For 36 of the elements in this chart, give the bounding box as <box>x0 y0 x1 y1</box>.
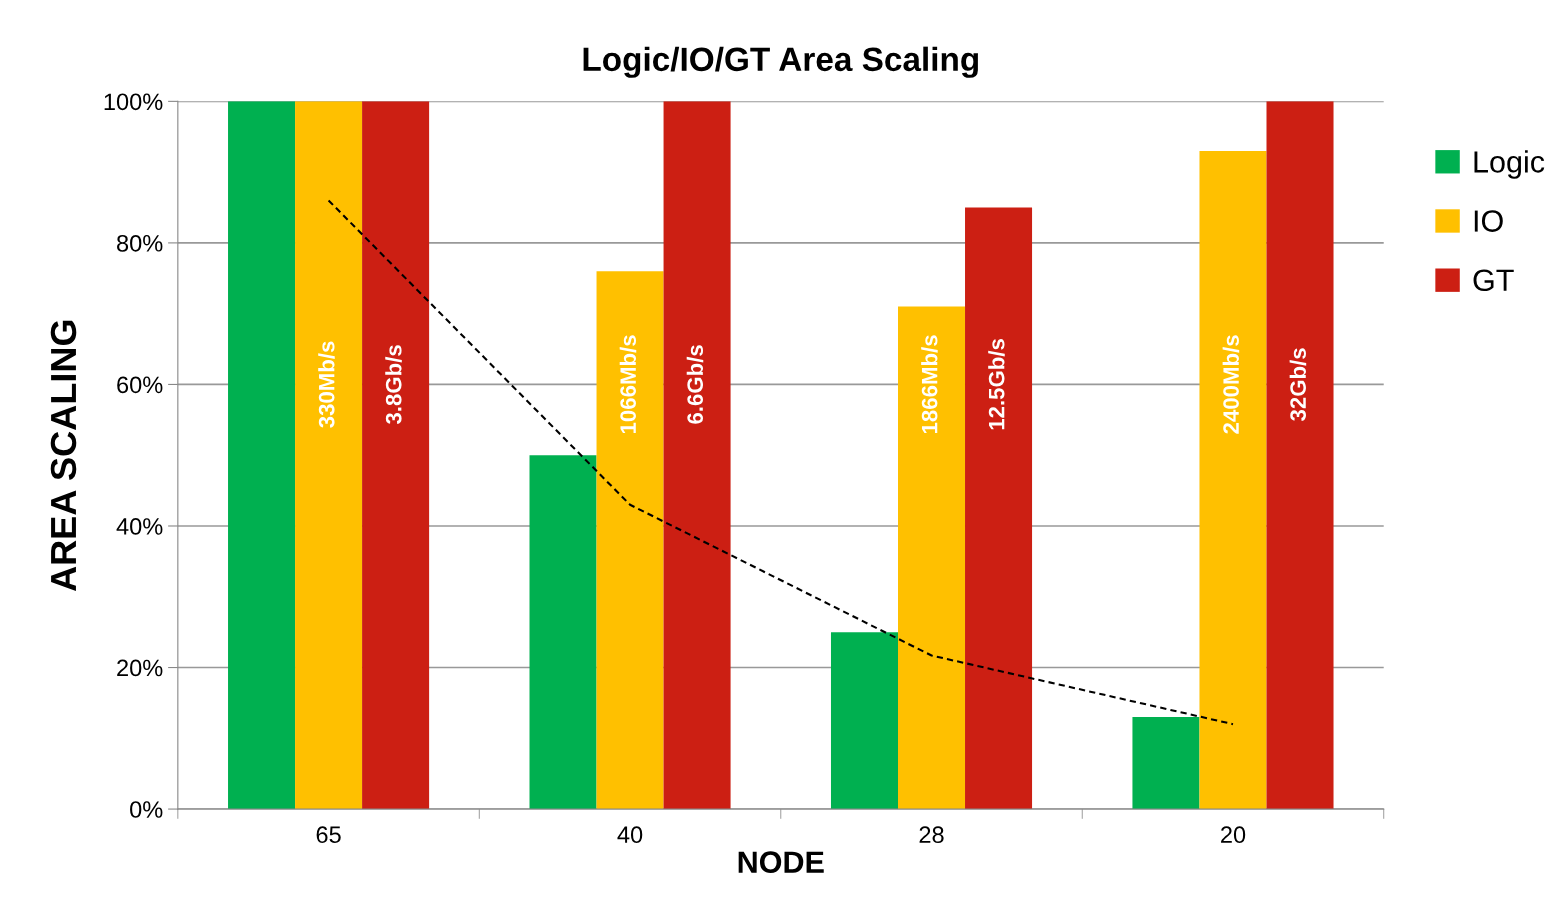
y-tick-label: 80% <box>117 234 163 252</box>
y-tick-label: 20% <box>117 659 163 677</box>
bar <box>965 207 1033 810</box>
x-tick-label: 20 <box>1221 826 1246 844</box>
bar <box>830 632 898 810</box>
annotation: 2400Mb/s <box>1222 335 1240 434</box>
y-tick-label: 40% <box>116 518 163 535</box>
x-axis-title: NODE <box>738 851 824 873</box>
bar <box>295 101 363 810</box>
y-tick-label: 60% <box>117 376 163 394</box>
annotation: 3.8Gb/s <box>385 345 402 425</box>
annotation: 1866Mb/s <box>921 335 938 434</box>
annotation: 12.5Gb/s <box>988 339 1005 430</box>
x-tick-label: 65 <box>316 826 341 844</box>
x-tick-label: 28 <box>919 826 944 844</box>
legend-label: GT <box>1473 269 1514 292</box>
bar <box>898 306 966 810</box>
bar <box>1266 101 1334 810</box>
x-tick-label: 40 <box>617 826 643 844</box>
bar <box>1199 150 1267 810</box>
annotation: 330Mb/s <box>318 341 335 428</box>
legend-label: IO <box>1474 210 1503 232</box>
chart-title: Logic/IO/GT Area Scaling <box>583 46 978 78</box>
annotation: 6.6Gb/s <box>686 345 704 424</box>
bar <box>1132 717 1200 810</box>
annotation: 32Gb/s <box>1289 348 1307 421</box>
y-axis-title: AREA SCALING <box>50 320 77 592</box>
y-tick-label: 100% <box>104 93 163 111</box>
bar <box>663 101 731 810</box>
bar <box>529 455 597 810</box>
y-tick-label: 0% <box>130 801 163 818</box>
bar <box>362 101 430 810</box>
bar <box>596 271 664 810</box>
legend-label: Logic <box>1474 150 1545 179</box>
bar <box>228 101 296 810</box>
annotation: 1066Mb/s <box>619 335 637 434</box>
